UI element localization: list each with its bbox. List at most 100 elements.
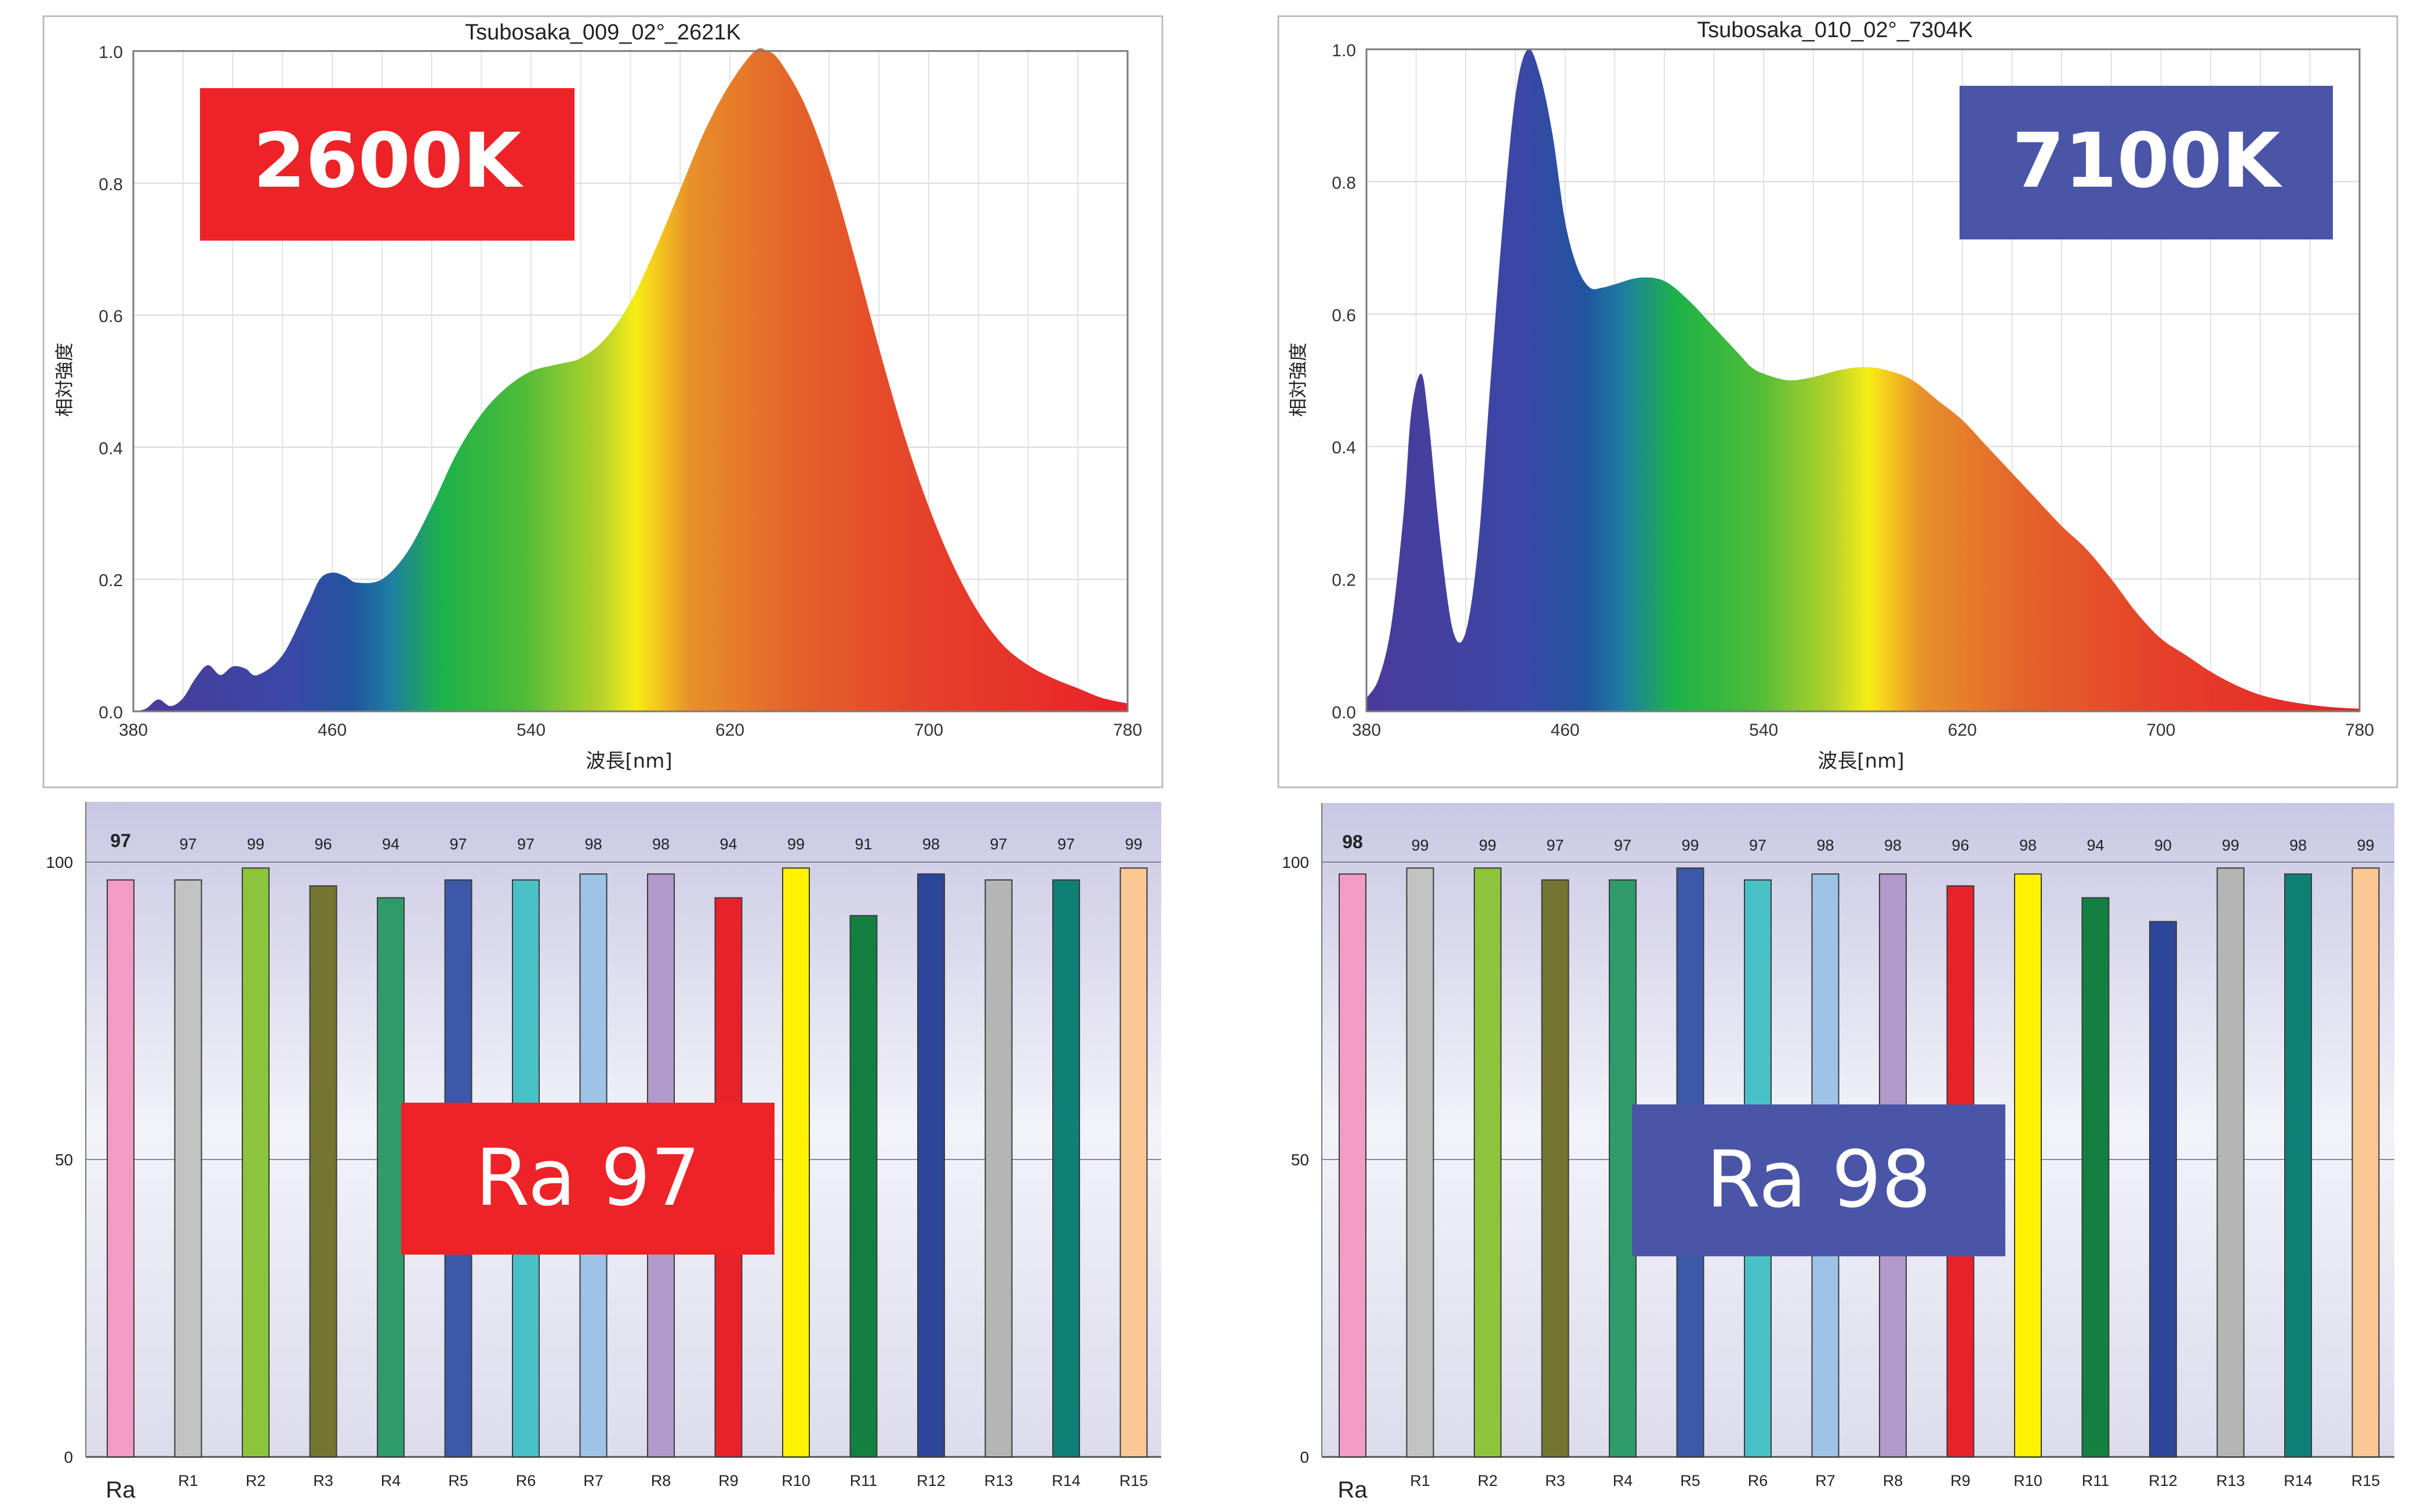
y-tick-label: 50 xyxy=(1291,1151,1309,1169)
value-label: 90 xyxy=(2154,837,2172,854)
ra-badge: Ra 98 xyxy=(1706,1134,1931,1225)
category-label: Ra xyxy=(1337,1477,1368,1503)
bar-r15 xyxy=(2351,867,2380,1458)
y-tick-label: 0.6 xyxy=(1332,306,1356,325)
ra-badge-background xyxy=(1632,1104,2005,1256)
bar-r10 xyxy=(2014,873,2042,1458)
x-tick-label: 460 xyxy=(318,721,347,740)
value-label: 97 xyxy=(1614,837,1631,854)
category-label: R8 xyxy=(1883,1472,1903,1489)
value-label: 99 xyxy=(1681,837,1699,854)
cct-badge-background xyxy=(200,88,575,241)
bar-r1 xyxy=(1406,867,1434,1458)
y-tick-label: 0.8 xyxy=(1332,173,1356,192)
bar-r12 xyxy=(917,873,945,1458)
value-label: 97 xyxy=(179,835,197,853)
bar-r14 xyxy=(1052,879,1080,1458)
bar-r11 xyxy=(2081,897,2110,1458)
category-label: R15 xyxy=(1119,1472,1148,1489)
value-label: 97 xyxy=(1546,837,1564,854)
y-tick-label: 0.8 xyxy=(99,175,123,194)
x-tick-label: 700 xyxy=(2146,721,2175,740)
y-tick-label: 1.0 xyxy=(1332,41,1356,60)
x-axis-label: 波長[nm] xyxy=(1817,750,1904,773)
category-label: R3 xyxy=(313,1472,333,1489)
spectrum-area-2600k xyxy=(133,48,1128,711)
bar-r12 xyxy=(2149,921,2177,1458)
value-label: 97 xyxy=(990,835,1007,853)
x-axis-label: 波長[nm] xyxy=(586,750,672,773)
value-label: 94 xyxy=(2086,837,2104,854)
y-tick-label: 0.0 xyxy=(99,703,123,722)
category-label: R9 xyxy=(1950,1472,1971,1489)
category-label: R10 xyxy=(781,1472,810,1489)
category-label: R2 xyxy=(246,1472,266,1489)
bar-r4 xyxy=(377,897,405,1458)
value-label: 97 xyxy=(1057,835,1075,853)
value-label: 97 xyxy=(449,835,467,853)
value-label: 99 xyxy=(1479,837,1496,854)
value-label: 97 xyxy=(1749,837,1766,854)
category-label: R13 xyxy=(984,1472,1013,1489)
bar-r2 xyxy=(242,867,270,1458)
value-label: 99 xyxy=(2357,837,2374,854)
value-label: 98 xyxy=(2019,837,2037,854)
y-tick-label: 100 xyxy=(1282,853,1309,871)
category-label: R15 xyxy=(2351,1472,2380,1489)
value-label: 96 xyxy=(314,835,332,853)
bar-r13 xyxy=(2216,867,2245,1458)
bar-ra xyxy=(107,879,134,1458)
x-tick-label: 780 xyxy=(1113,721,1142,740)
value-label: 97 xyxy=(517,835,535,853)
x-tick-label: 620 xyxy=(715,721,744,740)
value-label: 99 xyxy=(787,835,805,853)
category-label: R6 xyxy=(1748,1472,1768,1489)
bar-r1 xyxy=(174,879,202,1458)
value-label: 98 xyxy=(2289,837,2307,854)
spectrum-chart-2600k: 0.0 0.2 0.4 0.6 0.8 1.0 380 460 540 620 700 780 Tsu… xyxy=(42,15,1164,788)
bar-ra xyxy=(1339,873,1366,1458)
value-label: 98 xyxy=(652,835,670,853)
bar-r14 xyxy=(2284,873,2312,1458)
y-tick-label: 0 xyxy=(64,1448,73,1466)
value-label: 94 xyxy=(719,835,737,853)
value-label: 91 xyxy=(855,835,872,853)
category-label: R14 xyxy=(1052,1472,1081,1489)
category-label: Ra xyxy=(106,1477,136,1503)
category-label: R5 xyxy=(448,1472,468,1489)
x-tick-label: 540 xyxy=(1749,721,1778,740)
category-label: R11 xyxy=(850,1472,878,1489)
value-label: 97 xyxy=(110,830,131,851)
spectrum-chart-7100k: 0.0 0.2 0.4 0.6 0.8 1.0 380 460 540 620 700 780 Tsu… xyxy=(1277,15,2398,788)
value-label: 98 xyxy=(922,835,940,853)
value-label: 94 xyxy=(382,835,399,853)
value-label: 98 xyxy=(584,835,602,853)
x-tick-label: 380 xyxy=(119,721,148,740)
category-label: R13 xyxy=(2216,1472,2245,1489)
x-tick-label: 700 xyxy=(914,721,943,740)
bar-r4 xyxy=(1609,879,1637,1458)
chart-title: Tsubosaka_010_02°_7304K xyxy=(1697,18,1973,42)
value-label: 99 xyxy=(1411,837,1428,854)
value-label: 98 xyxy=(1342,831,1363,852)
y-axis-label: 相対強度 xyxy=(1287,343,1309,417)
x-tick-label: 780 xyxy=(2345,721,2374,740)
category-label: R4 xyxy=(381,1472,401,1489)
bar-r3 xyxy=(309,885,337,1458)
value-label: 99 xyxy=(247,835,264,853)
category-label: R1 xyxy=(178,1472,198,1489)
category-label: R10 xyxy=(2013,1472,2042,1489)
category-label: R4 xyxy=(1613,1472,1633,1489)
category-label: R8 xyxy=(651,1472,671,1489)
cct-badge-background xyxy=(1960,86,2333,239)
category-label: R11 xyxy=(2082,1472,2110,1489)
cri-bar-chart-ra98: 0 50 100 98 Ra 99 R1 99 R2 97 R3 97 R4 99 R5 97 R6 98 R7 98… xyxy=(1282,803,2394,1503)
y-tick-label: 0.4 xyxy=(1332,438,1356,457)
spectrum-area-7100k xyxy=(1366,49,2360,712)
x-tick-label: 460 xyxy=(1551,721,1580,740)
y-tick-label: 0.6 xyxy=(99,307,123,326)
value-label: 96 xyxy=(1951,837,1969,854)
y-tick-label: 100 xyxy=(46,853,73,871)
ra-badge-background xyxy=(401,1103,775,1255)
